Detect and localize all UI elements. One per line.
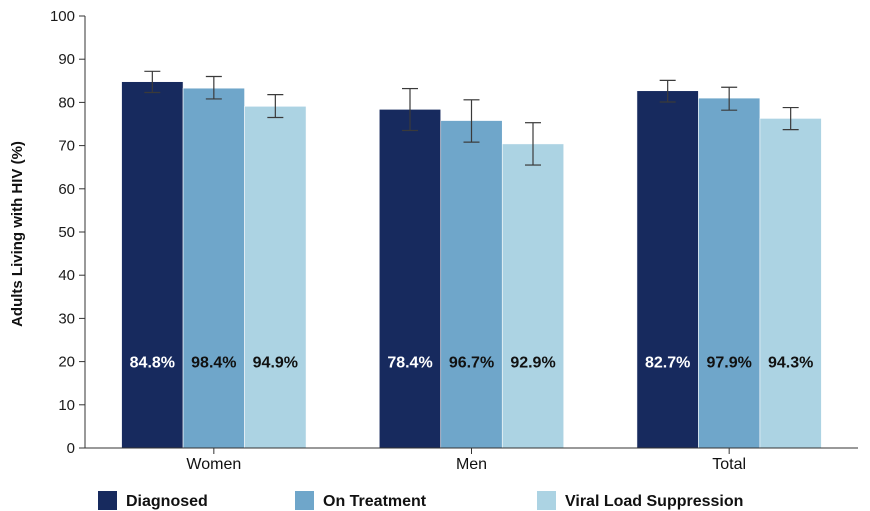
bar-data-label: 92.9% (510, 355, 555, 372)
legend-swatch (98, 491, 117, 510)
bar (121, 81, 184, 449)
y-axis: 0 10 20 30 40 50 60 70 80 90 100 (50, 8, 86, 457)
bar (759, 118, 822, 449)
bar (440, 120, 503, 449)
bar-data-label: 94.9% (253, 355, 298, 372)
y-tick-label: 20 (58, 354, 75, 371)
bar-data-label: 98.4% (191, 355, 236, 372)
y-tick-label: 100 (50, 8, 75, 25)
x-tick-label: Total (712, 456, 746, 473)
bar (698, 97, 761, 449)
y-axis-label: Adults Living with HIV (%) (9, 141, 26, 327)
legend-label: Viral Load Suppression (565, 493, 743, 510)
bar (378, 109, 442, 449)
bar-data-label: 94.3% (768, 355, 813, 372)
x-tick-label: Men (456, 456, 487, 473)
x-tick-label: Women (186, 456, 241, 473)
x-axis: Women Men Total (85, 447, 858, 473)
bar-data-label: 96.7% (449, 355, 494, 372)
bar (182, 87, 245, 449)
bars: 84.8% 98.4% 94.9% 78.4% 96.7% 92.9% 82.7% 97.9%… (121, 70, 822, 449)
y-tick-label: 30 (58, 310, 75, 327)
y-tick-label: 50 (58, 224, 75, 241)
legend-label: Diagnosed (126, 493, 208, 510)
bar-data-label: 97.9% (706, 355, 751, 372)
bar-data-label: 78.4% (387, 355, 432, 372)
bar (501, 143, 565, 449)
bar (636, 90, 699, 449)
legend-label: On Treatment (323, 493, 427, 510)
y-tick-label: 10 (58, 397, 75, 414)
legend: Diagnosed On Treatment Viral Load Suppress… (98, 491, 743, 510)
y-tick-label: 90 (58, 51, 75, 68)
bar-data-label: 82.7% (645, 355, 690, 372)
y-tick-label: 40 (58, 267, 75, 284)
y-tick-label: 80 (58, 94, 75, 111)
legend-swatch (537, 491, 556, 510)
y-tick-label: 60 (58, 181, 75, 198)
bar (244, 105, 307, 449)
y-tick-label: 70 (58, 138, 75, 155)
bar-data-label: 84.8% (130, 355, 175, 372)
legend-swatch (295, 491, 314, 510)
y-tick-label: 0 (67, 440, 75, 457)
